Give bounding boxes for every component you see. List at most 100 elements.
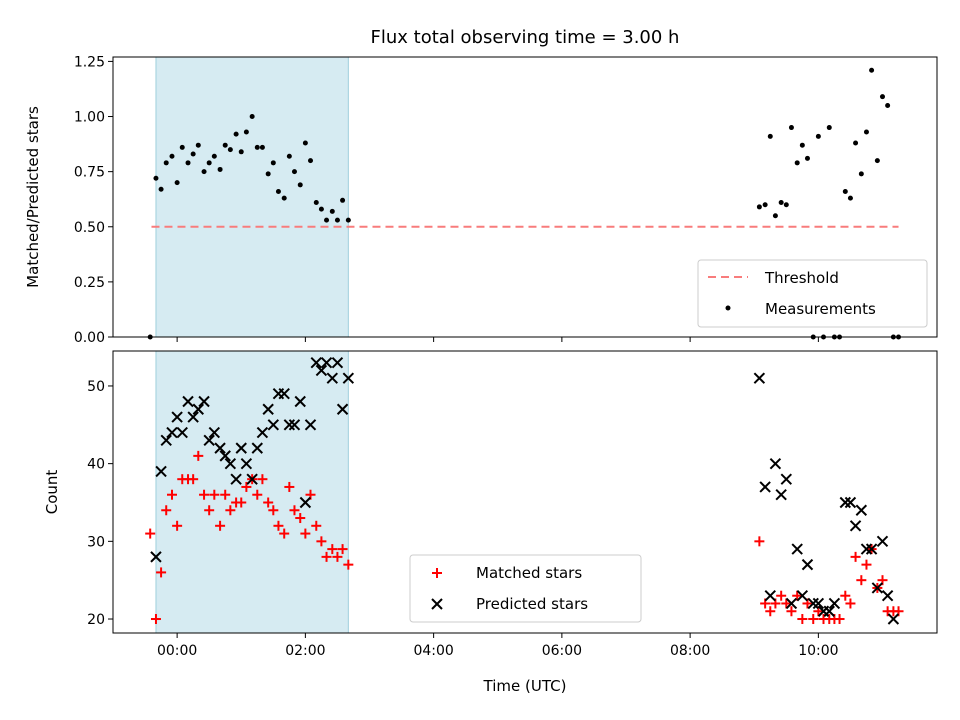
top-y-axis-ticks: 0.00 0.25 0.50 0.75 1.00 1.25: [74, 54, 113, 346]
predicted-star-point: [326, 372, 339, 384]
matched-star-point: [856, 575, 867, 586]
measurement-point: [195, 142, 201, 148]
x-tick-label: 08:00: [670, 643, 710, 659]
y-tick-label: 0.50: [74, 220, 105, 236]
measurement-point: [329, 208, 335, 214]
top-observing-window-shade: [155, 56, 349, 338]
legend-predicted-label: Predicted stars: [476, 595, 588, 613]
matched-star-point: [316, 536, 327, 547]
matched-star-point: [311, 520, 322, 531]
matched-star-point: [268, 505, 279, 516]
legend-measurements-label: Measurements: [765, 300, 876, 318]
measurement-point: [227, 147, 233, 153]
top-legend-box: [697, 259, 928, 328]
legend-measurements-swatch: [725, 305, 731, 311]
matched-star-point: [273, 520, 284, 531]
x-tick-label: 10:00: [798, 643, 838, 659]
bottom-legend-box: [409, 554, 642, 623]
matched-star-point: [215, 520, 226, 531]
predicted-star-point: [278, 388, 290, 400]
predicted-star-point: [791, 543, 803, 555]
matched-star-point: [332, 551, 343, 562]
predicted-star-point: [844, 496, 857, 509]
predicted-star-point: [240, 457, 253, 470]
measurement-point: [804, 155, 810, 161]
matched-star-point: [161, 505, 172, 516]
matched-star-point: [797, 614, 808, 625]
predicted-star-point: [208, 426, 221, 439]
matched-star-point: [279, 528, 290, 539]
measurement-point: [169, 153, 175, 159]
y-tick-label: 40: [87, 457, 105, 473]
measurement-point: [265, 171, 271, 177]
predicted-star-point: [166, 426, 178, 439]
legend-matched-label: Matched stars: [476, 564, 582, 582]
predicted-star-point: [796, 590, 809, 602]
measurement-point: [756, 204, 762, 210]
predicted-star-point: [299, 496, 312, 509]
measurement-point: [153, 175, 159, 181]
x-tick-label: 00:00: [157, 643, 197, 659]
matched-star-point: [327, 544, 338, 555]
measurement-point: [324, 217, 330, 223]
predicted-star-point: [881, 590, 894, 602]
matched-star-point: [343, 559, 354, 570]
measurement-point: [190, 151, 196, 157]
matched-star-point: [861, 559, 872, 570]
measurement-point: [815, 133, 821, 139]
predicted-star-point: [304, 419, 317, 431]
predicted-stars-series: [150, 356, 900, 625]
y-tick-label: 0.25: [74, 275, 105, 291]
y-tick-label: 50: [87, 379, 105, 395]
measurement-point: [863, 129, 869, 135]
x-axis-label: Time (UTC): [483, 677, 567, 695]
measurement-point: [206, 160, 212, 166]
predicted-star-point: [235, 442, 247, 454]
matched-star-point: [840, 590, 851, 601]
matched-star-point: [786, 606, 797, 617]
measurement-point: [233, 131, 239, 137]
matched-stars-series: [145, 450, 904, 625]
measurement-point: [163, 160, 169, 166]
predicted-star-point: [150, 551, 162, 563]
predicted-star-point: [839, 496, 852, 509]
predicted-star-point: [203, 434, 215, 447]
y-tick-label: 20: [87, 612, 105, 628]
matched-star-point: [808, 614, 819, 625]
matched-star-point: [150, 614, 161, 625]
predicted-star-point: [812, 597, 825, 610]
matched-star-point: [765, 606, 776, 617]
matched-star-point: [166, 489, 177, 500]
bottom-y-axis-ticks: 20 30 40 50: [87, 379, 113, 628]
top-plot-frame: [112, 56, 938, 338]
y-tick-label: 0.75: [74, 165, 105, 181]
measurement-point: [788, 125, 794, 131]
predicted-star-point: [198, 395, 210, 408]
y-tick-label: 0.00: [74, 330, 105, 346]
measurement-point: [281, 195, 287, 201]
measurement-point: [275, 188, 281, 194]
measurement-point: [858, 171, 864, 177]
matched-star-point: [225, 505, 236, 516]
measurement-point: [869, 67, 875, 73]
predicted-star-point: [224, 457, 237, 470]
predicted-star-point: [256, 426, 269, 439]
bottom-legend: Matched stars Predicted stars: [409, 554, 642, 623]
predicted-star-point: [267, 419, 280, 431]
predicted-star-point: [214, 442, 226, 454]
measurement-point: [254, 144, 260, 150]
legend-predicted-swatch: [431, 598, 443, 610]
y-tick-label: 30: [87, 534, 105, 550]
predicted-star-point: [785, 597, 798, 610]
measurement-point: [772, 213, 778, 219]
measurement-point: [767, 133, 773, 139]
predicted-star-point: [246, 473, 258, 485]
measurement-point: [853, 140, 859, 146]
bottom-plot-frame: [112, 350, 938, 634]
matched-star-point: [263, 497, 274, 508]
measurement-point: [799, 142, 805, 148]
predicted-star-point: [807, 597, 819, 610]
predicted-star-point: [775, 489, 787, 501]
measurement-point: [318, 206, 324, 212]
